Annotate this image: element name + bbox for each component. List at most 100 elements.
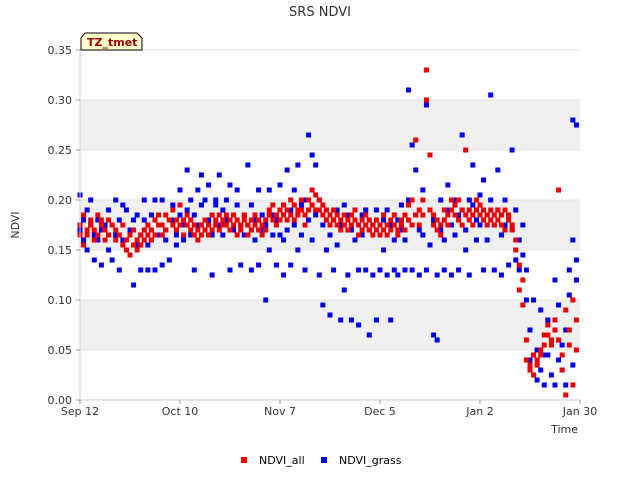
- point-ndvi-all: [270, 202, 276, 208]
- point-ndvi-all: [191, 222, 197, 228]
- point-ndvi-grass: [466, 272, 472, 278]
- point-ndvi-all: [566, 327, 572, 333]
- point-ndvi-all: [213, 222, 219, 228]
- y-tick-label: 0.15: [48, 244, 73, 257]
- x-tick-label: Nov 7: [264, 405, 296, 418]
- point-ndvi-all: [431, 212, 437, 218]
- point-ndvi-all: [427, 207, 433, 213]
- plot-band: [80, 350, 580, 400]
- point-ndvi-all: [438, 232, 444, 238]
- point-ndvi-grass: [445, 182, 451, 188]
- point-ndvi-grass: [152, 197, 158, 203]
- point-ndvi-all: [459, 207, 465, 213]
- point-ndvi-grass: [448, 222, 454, 228]
- point-ndvi-all: [241, 217, 247, 223]
- point-ndvi-grass: [181, 237, 187, 243]
- point-ndvi-all: [452, 202, 458, 208]
- point-ndvi-grass: [509, 147, 515, 153]
- point-ndvi-all: [234, 217, 240, 223]
- point-ndvi-all: [488, 217, 494, 223]
- point-ndvi-grass: [223, 217, 229, 223]
- point-ndvi-all: [302, 212, 308, 218]
- point-ndvi-grass: [84, 247, 90, 253]
- point-ndvi-grass: [406, 87, 412, 93]
- point-ndvi-grass: [452, 232, 458, 238]
- point-ndvi-all: [163, 212, 169, 218]
- point-ndvi-all: [91, 237, 97, 243]
- point-ndvi-grass: [266, 187, 272, 193]
- point-ndvi-all: [252, 212, 258, 218]
- point-ndvi-grass: [220, 232, 226, 238]
- point-ndvi-grass: [556, 357, 562, 363]
- point-ndvi-grass: [288, 262, 294, 268]
- point-ndvi-all: [552, 317, 558, 323]
- point-ndvi-grass: [106, 207, 112, 213]
- point-ndvi-grass: [423, 102, 429, 108]
- point-ndvi-grass: [320, 222, 326, 228]
- point-ndvi-all: [523, 357, 529, 363]
- x-tick-label: Jan 2: [465, 405, 493, 418]
- point-ndvi-all: [413, 137, 419, 143]
- point-ndvi-all: [134, 237, 140, 243]
- point-ndvi-all: [220, 222, 226, 228]
- point-ndvi-grass: [388, 222, 394, 228]
- point-ndvi-grass: [266, 247, 272, 253]
- point-ndvi-grass: [256, 187, 262, 193]
- point-ndvi-grass: [534, 377, 540, 383]
- point-ndvi-grass: [116, 217, 122, 223]
- point-ndvi-grass: [113, 197, 119, 203]
- point-ndvi-all: [491, 212, 497, 218]
- point-ndvi-all: [188, 227, 194, 233]
- point-ndvi-grass: [341, 202, 347, 208]
- point-ndvi-all: [359, 227, 365, 233]
- point-ndvi-all: [456, 217, 462, 223]
- x-tick-label: Sep 12: [61, 405, 99, 418]
- point-ndvi-all: [348, 212, 354, 218]
- point-ndvi-all: [463, 212, 469, 218]
- point-ndvi-grass: [281, 237, 287, 243]
- point-ndvi-grass: [391, 237, 397, 243]
- point-ndvi-all: [313, 192, 319, 198]
- point-ndvi-grass: [234, 187, 240, 193]
- point-ndvi-all: [245, 222, 251, 228]
- point-ndvi-grass: [527, 327, 533, 333]
- point-ndvi-all: [327, 212, 333, 218]
- point-ndvi-all: [309, 202, 315, 208]
- point-ndvi-all: [113, 237, 119, 243]
- point-ndvi-grass: [341, 287, 347, 293]
- point-ndvi-all: [398, 217, 404, 223]
- point-ndvi-grass: [316, 272, 322, 278]
- point-ndvi-grass: [309, 237, 315, 243]
- point-ndvi-all: [106, 232, 112, 238]
- point-ndvi-all: [220, 217, 226, 223]
- point-ndvi-all: [395, 232, 401, 238]
- point-ndvi-grass: [188, 197, 194, 203]
- x-tick-label: Jan 30: [562, 405, 597, 418]
- point-ndvi-all: [527, 362, 533, 368]
- point-ndvi-all: [359, 217, 365, 223]
- point-ndvi-all: [556, 187, 562, 193]
- point-ndvi-grass: [227, 267, 233, 273]
- point-ndvi-all: [441, 217, 447, 223]
- point-ndvi-all: [227, 217, 233, 223]
- point-ndvi-grass: [309, 152, 315, 158]
- point-ndvi-all: [306, 197, 312, 203]
- point-ndvi-grass: [452, 197, 458, 203]
- point-ndvi-all: [281, 202, 287, 208]
- point-ndvi-all: [466, 217, 472, 223]
- point-ndvi-grass: [231, 227, 237, 233]
- point-ndvi-all: [252, 222, 258, 228]
- badge: TZ_tmet: [80, 32, 143, 51]
- point-ndvi-all: [341, 222, 347, 228]
- point-ndvi-all: [331, 207, 337, 213]
- point-ndvi-all: [234, 232, 240, 238]
- point-ndvi-all: [102, 237, 108, 243]
- point-ndvi-all: [284, 217, 290, 223]
- point-ndvi-all: [495, 217, 501, 223]
- point-ndvi-all: [563, 307, 569, 313]
- point-ndvi-grass: [302, 267, 308, 273]
- point-ndvi-grass: [152, 267, 158, 273]
- point-ndvi-all: [284, 207, 290, 213]
- point-ndvi-grass: [91, 232, 97, 238]
- point-ndvi-grass: [398, 227, 404, 233]
